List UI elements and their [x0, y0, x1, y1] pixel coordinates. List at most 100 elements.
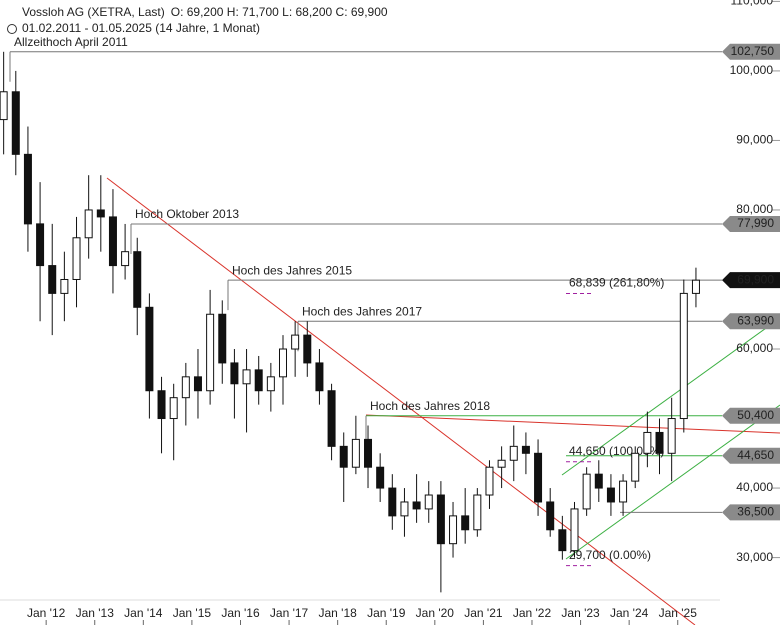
candle-body — [218, 313, 227, 364]
x-tick-label: Jan '12 — [27, 606, 66, 620]
clock-icon — [7, 24, 17, 34]
ohlc: O: 69,200 H: 71,700 L: 68,200 C: 69,900 — [171, 5, 388, 19]
candle-body — [679, 292, 688, 420]
candle-body — [619, 480, 628, 503]
channel-line — [565, 404, 780, 560]
price-label: 44,650 — [737, 448, 774, 462]
price-box — [722, 447, 780, 464]
candle-body — [254, 369, 263, 392]
candle-body — [570, 508, 579, 552]
price-label: 77,990 — [737, 216, 774, 230]
price-box — [722, 272, 780, 289]
candle-body — [667, 418, 676, 454]
y-tick-label: 100,000 — [730, 63, 774, 77]
candle-body — [303, 334, 312, 364]
candle-body — [157, 390, 166, 420]
candle-body — [230, 362, 239, 385]
candle-body — [631, 452, 640, 482]
candle-body — [521, 445, 530, 454]
fib-label: 29,700 (0.00%) — [569, 548, 651, 562]
x-tick-label: Jan '25 — [659, 606, 698, 620]
candle-body — [193, 376, 202, 392]
candle-body — [485, 466, 494, 496]
candle-body — [23, 153, 32, 225]
trend-line — [365, 414, 780, 434]
x-tick-label: Jan '17 — [270, 606, 309, 620]
x-tick-label: Jan '24 — [610, 606, 649, 620]
y-tick-label: 90,000 — [736, 133, 773, 147]
candle-body — [96, 209, 105, 218]
y-tick-label: 80,000 — [736, 202, 773, 216]
price-label: 36,500 — [737, 505, 774, 519]
y-tick-label: 30,000 — [736, 550, 773, 564]
candle-body — [424, 494, 433, 510]
title: Vossloh AG (XETRA, Last) — [22, 5, 165, 19]
candle-body — [278, 348, 287, 378]
candle-body — [181, 376, 190, 399]
candle-body — [534, 452, 543, 503]
candle-body — [169, 397, 178, 420]
candle-body — [36, 223, 45, 267]
candle-body — [509, 445, 518, 461]
candle-body — [108, 216, 117, 267]
candle-body — [242, 369, 251, 385]
candle-body — [449, 515, 458, 545]
y-tick-label: 40,000 — [736, 480, 773, 494]
candle-body — [133, 251, 142, 308]
candle-body — [84, 209, 93, 239]
candle-body — [606, 487, 615, 503]
candle-body — [0, 91, 8, 121]
candle-body — [400, 501, 409, 517]
candle-body — [351, 438, 360, 468]
x-tick-label: Jan '19 — [367, 606, 406, 620]
trend-line — [106, 177, 696, 626]
x-tick-label: Jan '22 — [513, 606, 552, 620]
x-tick-label: Jan '18 — [318, 606, 357, 620]
candle-body — [558, 529, 567, 552]
candle-body — [11, 91, 20, 155]
candle-body — [473, 494, 482, 531]
candle-body — [72, 237, 81, 280]
x-tick-label: Jan '14 — [124, 606, 163, 620]
price-label: 69,900 — [737, 272, 774, 286]
candle-body — [121, 251, 130, 267]
price-label: 102,750 — [731, 44, 775, 58]
candle-body — [497, 459, 506, 468]
channel-line — [561, 317, 780, 476]
candle-body — [376, 466, 385, 489]
candle-body — [266, 376, 275, 392]
x-tick-label: Jan '23 — [561, 606, 600, 620]
candle-body — [327, 390, 336, 447]
y-tick-label: 60,000 — [736, 341, 773, 355]
candle-body — [60, 278, 69, 294]
x-tick-label: Jan '13 — [76, 606, 115, 620]
level-text: Allzeithoch April 2011 — [14, 35, 128, 49]
candle-body — [594, 473, 603, 489]
price-box — [722, 313, 780, 330]
candle-body — [643, 431, 652, 454]
candle-body — [206, 313, 215, 392]
candle-body — [436, 494, 445, 545]
candle-body — [655, 431, 664, 454]
candle-body — [291, 334, 300, 350]
chart-subtitle: 01.02.2011 - 01.05.2025 (14 Jahre, 1 Mon… — [22, 21, 260, 35]
fib-label: 44,650 (100,00%) — [569, 444, 664, 458]
x-tick-label: Jan '15 — [173, 606, 212, 620]
level-text: Hoch Oktober 2013 — [135, 207, 239, 221]
chart-title: Vossloh AG (XETRA, Last) O: 69,200 H: 71,… — [22, 5, 388, 19]
candle-body — [461, 515, 470, 531]
candle-body — [339, 445, 348, 468]
level-text: Hoch des Jahres 2015 — [232, 263, 352, 277]
candle-body — [364, 438, 373, 468]
level-text: Hoch des Jahres 2017 — [302, 304, 422, 318]
candle-body — [315, 362, 324, 392]
price-box — [722, 504, 780, 521]
x-tick-label: Jan '20 — [416, 606, 455, 620]
price-box — [722, 43, 780, 60]
candle-body — [388, 487, 397, 517]
price-box — [722, 407, 780, 424]
candle-body — [145, 306, 154, 392]
fib-label: 68,839 (261,80%) — [569, 276, 664, 290]
level-text: Hoch des Jahres 2018 — [370, 399, 490, 413]
